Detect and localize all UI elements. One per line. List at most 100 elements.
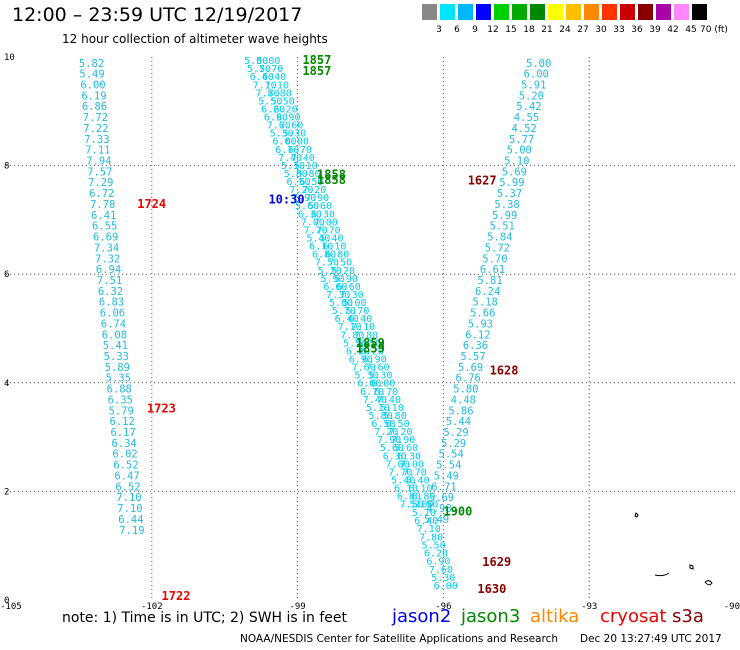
track-value: 6.90 bbox=[426, 557, 450, 568]
track-value: 5.10 bbox=[294, 161, 318, 172]
track-value: 5.40 bbox=[406, 475, 430, 486]
track-value: 6.20 bbox=[424, 549, 448, 560]
track-value: 5.00 bbox=[256, 56, 280, 67]
pass-time-label: 1723 bbox=[147, 402, 176, 416]
legend-swatch-70 bbox=[692, 4, 707, 20]
track-value: 7.10 bbox=[253, 80, 277, 91]
track-value: 7.70 bbox=[304, 225, 328, 236]
track-value: 5.80 bbox=[383, 411, 407, 422]
coastline bbox=[654, 572, 670, 577]
track-value: 5.70 bbox=[332, 306, 356, 317]
track-value: 5.60 bbox=[308, 201, 332, 212]
track-value: 5.70 bbox=[247, 64, 271, 75]
track-value: 7.70 bbox=[403, 467, 427, 478]
x-tick-label: -105 bbox=[0, 602, 22, 612]
track-value: 6.50 bbox=[287, 177, 311, 188]
data-label-cryosat: 6.94 bbox=[96, 264, 121, 276]
data-label-s3a: 4.98 bbox=[426, 503, 451, 515]
x-tick-label: -99 bbox=[289, 602, 305, 612]
track-value: 6.10 bbox=[309, 242, 333, 253]
track-value: 5.30 bbox=[354, 371, 378, 382]
data-label-cryosat: 7.22 bbox=[83, 123, 108, 135]
pass-time-label: 1627 bbox=[468, 174, 497, 188]
track-value: 6.00 bbox=[272, 137, 296, 148]
island-shape bbox=[704, 580, 713, 586]
track-value: 5.30 bbox=[431, 573, 455, 584]
data-label-cryosat: 6.02 bbox=[112, 449, 137, 461]
y-tick-label: 8 bbox=[4, 162, 9, 172]
track-value: 7.80 bbox=[419, 532, 443, 543]
pass-time-label: 1630 bbox=[477, 582, 506, 596]
legend-swatch-24 bbox=[548, 4, 563, 20]
legend-label-6: 6 bbox=[454, 25, 460, 35]
data-label-cryosat: 7.72 bbox=[83, 112, 108, 124]
data-label-cryosat: 6.08 bbox=[102, 329, 127, 341]
track-value: 5.80 bbox=[296, 169, 320, 180]
x-tick-label: -93 bbox=[581, 602, 597, 612]
satellite-label-s3a: s3a bbox=[672, 606, 704, 627]
data-label-s3a: 5.69 bbox=[502, 166, 527, 178]
data-label-s3a: 6.24 bbox=[475, 286, 500, 298]
track-value: 5.30 bbox=[270, 129, 294, 140]
y-tick-label: 10 bbox=[4, 53, 15, 63]
data-label-s3a: 5.49 bbox=[424, 514, 449, 526]
track-value: 6.10 bbox=[408, 484, 432, 495]
track-value: 6.40 bbox=[348, 314, 372, 325]
pass-time-label: 1858 bbox=[317, 173, 346, 187]
data-label-cryosat: 7.94 bbox=[86, 156, 111, 168]
track-value: 5.60 bbox=[394, 443, 418, 454]
track-value: 6.40 bbox=[335, 314, 359, 325]
legend-swatch-42 bbox=[656, 4, 671, 20]
track-value: 5.50 bbox=[357, 338, 381, 349]
data-label-cryosat: 6.86 bbox=[82, 101, 107, 113]
data-label-cryosat: 7.32 bbox=[95, 253, 120, 265]
data-label-s3a: 5.54 bbox=[436, 460, 461, 472]
data-label-s3a: 5.99 bbox=[499, 177, 524, 189]
data-label-cryosat: 7.51 bbox=[97, 275, 122, 287]
legend-swatch-12 bbox=[476, 4, 491, 20]
track-value: 7.30 bbox=[326, 290, 350, 301]
data-label-s3a: 6.36 bbox=[463, 340, 488, 352]
track-value: 5.50 bbox=[258, 96, 282, 107]
x-tick-label: -90 bbox=[724, 602, 740, 612]
track-value: 5.20 bbox=[318, 266, 342, 277]
track-value: 7.40 bbox=[291, 153, 315, 164]
track-value: 7.00 bbox=[400, 459, 424, 470]
data-label-s3a: 5.10 bbox=[504, 156, 529, 168]
data-label-cryosat: 6.52 bbox=[115, 481, 140, 493]
y-tick-label: 6 bbox=[4, 270, 9, 280]
pass-time-label: 10:30 bbox=[268, 193, 304, 207]
data-label-s3a: 4.52 bbox=[511, 123, 536, 135]
legend-swatch-45 bbox=[674, 4, 689, 20]
track-value: 5.50 bbox=[343, 338, 367, 349]
track-value: 7.00 bbox=[314, 217, 338, 228]
track-value: 5.10 bbox=[366, 403, 390, 414]
track-value: 7.50 bbox=[400, 500, 424, 511]
track-value: 5.20 bbox=[331, 266, 355, 277]
data-label-cryosat: 6.52 bbox=[113, 460, 138, 472]
data-label-s3a: 5.54 bbox=[439, 449, 464, 461]
legend-swatch-9 bbox=[458, 4, 473, 20]
track-value: 6.10 bbox=[322, 242, 346, 253]
track-value: 7.30 bbox=[340, 290, 364, 301]
track-value: 7.40 bbox=[278, 153, 302, 164]
generated-timestamp: Dec 20 13:27:49 UTC 2017 bbox=[580, 633, 722, 645]
track-value: 6.10 bbox=[394, 484, 418, 495]
track-value: 7.70 bbox=[317, 225, 341, 236]
chart-title: 12:00 – 23:59 UTC 12/19/2017 bbox=[12, 4, 303, 26]
legend-label-39: 39 bbox=[649, 25, 661, 35]
credit-text: NOAA/NESDIS Center for Satellite Applica… bbox=[240, 633, 558, 645]
legend-swatch-21 bbox=[530, 4, 545, 20]
legend-swatch-30 bbox=[584, 4, 599, 20]
data-label-cryosat: 5.41 bbox=[103, 340, 128, 352]
data-label-s3a: 6.12 bbox=[465, 329, 490, 341]
track-value: 5.40 bbox=[306, 234, 330, 245]
track-value: 5.50 bbox=[422, 540, 446, 551]
x-tick-label: -96 bbox=[435, 602, 451, 612]
legend-label-15: 15 bbox=[505, 25, 517, 35]
track-value: 7.00 bbox=[301, 217, 325, 228]
data-label-s3a: 5.84 bbox=[487, 232, 512, 244]
data-label-cryosat: 6.72 bbox=[89, 188, 114, 200]
track-value: 7.80 bbox=[268, 88, 292, 99]
legend-swatch-3 bbox=[422, 4, 437, 20]
